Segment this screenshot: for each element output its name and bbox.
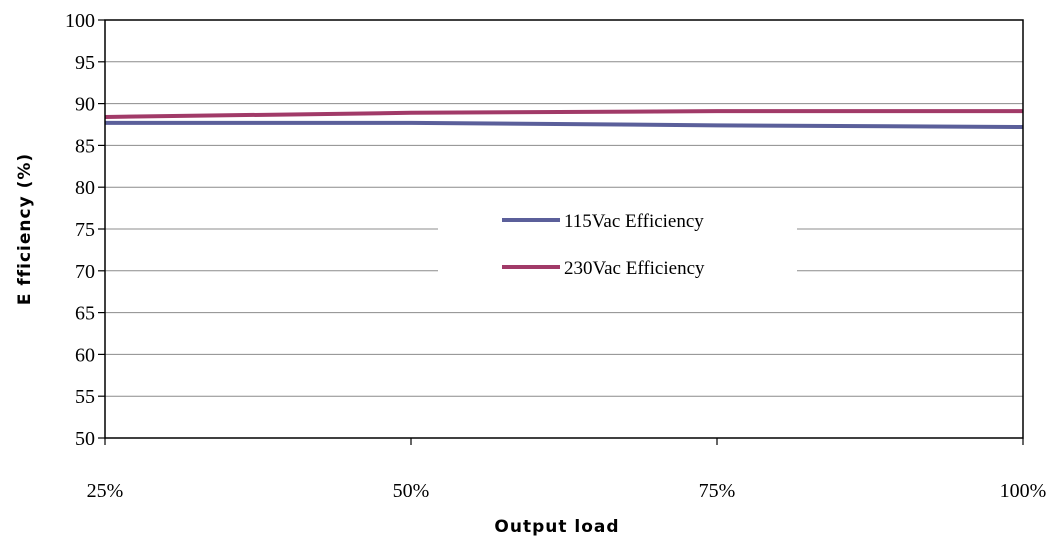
x-axis-ticks: 25% 50% 75% 100% xyxy=(87,438,1047,502)
y-tick-label: 85 xyxy=(75,135,95,157)
y-tick-label: 65 xyxy=(75,303,95,325)
y-tick-label: 55 xyxy=(75,386,95,408)
legend: 115Vac Efficiency 230Vac Efficiency xyxy=(502,211,705,279)
x-tick-label: 100% xyxy=(1000,480,1047,502)
y-tick-label: 50 xyxy=(75,428,95,450)
legend-label: 230Vac Efficiency xyxy=(564,258,705,279)
y-axis-title: E fficiency (%) xyxy=(15,153,35,305)
y-tick-label: 100 xyxy=(65,10,95,32)
x-tick-label: 25% xyxy=(87,480,124,502)
legend-label: 115Vac Efficiency xyxy=(564,211,704,232)
grid-lines xyxy=(105,61,1023,397)
series-line-115vac xyxy=(105,120,1024,130)
y-tick-label: 95 xyxy=(75,52,95,74)
y-tick-label: 75 xyxy=(75,219,95,241)
x-tick-label: 50% xyxy=(393,480,430,502)
x-tick-label: 75% xyxy=(699,480,736,502)
plot-frame xyxy=(104,19,1024,439)
y-tick-label: 60 xyxy=(75,344,95,366)
y-tick-label: 70 xyxy=(75,261,95,283)
x-axis-title: Output load xyxy=(494,517,619,537)
y-axis-ticks: 50 55 60 65 70 75 80 85 90 95 100 xyxy=(65,10,105,450)
y-tick-label: 90 xyxy=(75,94,95,116)
y-tick-label: 80 xyxy=(75,177,95,199)
series-line-230vac xyxy=(104,109,1023,119)
series-lines xyxy=(104,109,1024,130)
